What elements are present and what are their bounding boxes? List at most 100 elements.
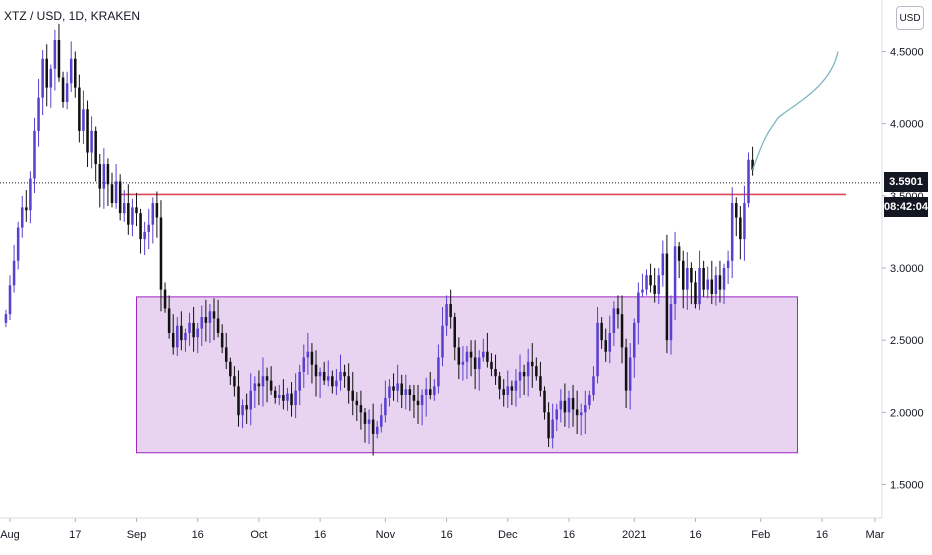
candle-body	[616, 308, 620, 315]
candle	[371, 403, 375, 456]
candle	[302, 344, 306, 388]
candle	[118, 174, 122, 221]
candle	[653, 268, 656, 303]
candle-body	[371, 419, 375, 434]
candle-body	[477, 357, 481, 370]
candle-body	[306, 351, 310, 358]
candle	[530, 343, 534, 388]
candle-body	[65, 83, 69, 103]
candle	[637, 282, 640, 345]
candle	[53, 29, 57, 91]
candle	[241, 399, 244, 429]
candle-body	[726, 260, 730, 268]
candle	[690, 262, 693, 305]
candle	[339, 354, 342, 391]
candle-body	[139, 213, 142, 240]
candle-body	[375, 426, 379, 434]
candle	[404, 374, 408, 410]
candle	[718, 260, 722, 303]
candle-body	[335, 380, 338, 387]
candle-body	[563, 400, 567, 413]
candle	[412, 384, 416, 419]
x-tick-label: Feb	[751, 529, 770, 541]
candle-body	[204, 317, 208, 323]
candle-body	[229, 361, 232, 377]
candle	[473, 340, 477, 390]
candle-body	[649, 275, 652, 286]
candle-body	[506, 386, 510, 396]
candle	[535, 357, 538, 381]
candle	[445, 295, 448, 336]
candle-body	[530, 361, 534, 367]
candle-body	[677, 246, 681, 261]
candle-body	[424, 389, 428, 396]
candle-body	[37, 97, 40, 131]
candle	[579, 403, 583, 436]
candle	[343, 364, 346, 388]
candle-body	[188, 322, 191, 333]
candle	[20, 195, 24, 238]
candle	[290, 382, 293, 417]
candle-body	[433, 386, 436, 396]
candle-body	[690, 268, 693, 283]
candle	[57, 24, 61, 82]
candle	[526, 348, 530, 397]
candle-body	[8, 285, 12, 315]
candle-body	[604, 340, 607, 352]
candle-body	[110, 184, 114, 204]
candle-body	[16, 227, 20, 261]
candle	[710, 260, 714, 305]
candle	[437, 344, 440, 394]
candle	[322, 361, 326, 385]
candle	[628, 343, 632, 410]
candle	[669, 295, 673, 355]
candle-body	[449, 304, 452, 318]
candle-body	[220, 332, 224, 348]
candle	[98, 153, 102, 208]
candle	[204, 299, 208, 342]
candle-body	[53, 39, 57, 69]
candle	[25, 190, 28, 222]
candle-body	[245, 405, 248, 410]
candle-body	[159, 217, 163, 290]
candle	[714, 266, 718, 306]
candle	[486, 332, 489, 368]
candle-body	[653, 285, 656, 294]
candle-body	[155, 203, 159, 218]
candle-body	[380, 415, 383, 427]
candle	[686, 252, 689, 310]
candle	[608, 315, 612, 364]
candle	[694, 270, 697, 309]
candle-body	[86, 109, 89, 153]
candle-body	[147, 224, 150, 232]
candle-body	[608, 332, 612, 352]
candle	[673, 231, 677, 320]
candle	[310, 343, 314, 384]
candle	[547, 402, 550, 447]
candle	[359, 390, 363, 430]
candle	[147, 208, 150, 250]
candle	[216, 299, 220, 338]
x-tick-label: Aug	[0, 529, 20, 541]
candle	[171, 314, 175, 355]
candle-body	[465, 351, 469, 362]
candle-body	[612, 308, 616, 333]
candle	[90, 116, 93, 169]
candle-body	[735, 203, 738, 218]
candle-body	[473, 357, 477, 370]
candle	[514, 369, 518, 407]
candle-body	[176, 325, 179, 348]
candle-body	[637, 292, 640, 323]
candle	[469, 340, 473, 377]
currency-button[interactable]: USD	[896, 6, 924, 30]
y-tick-label: 3.0000	[890, 263, 924, 275]
candle-body	[579, 412, 583, 416]
candle-body	[261, 376, 265, 387]
candle	[176, 317, 179, 357]
candle	[4, 309, 8, 328]
candle-body	[575, 409, 579, 416]
candle	[245, 393, 248, 424]
candle	[367, 409, 371, 445]
